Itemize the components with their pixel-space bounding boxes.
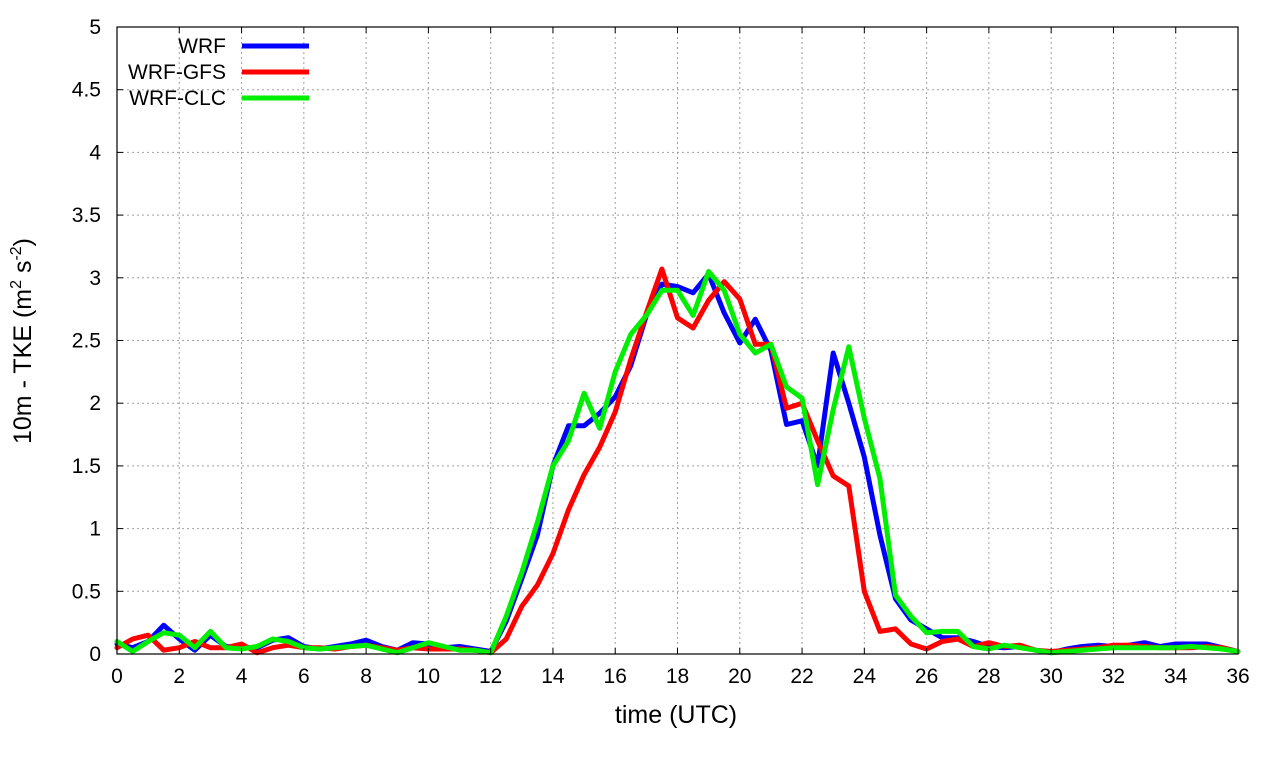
- y-axis-label-exp2: -2: [8, 246, 25, 260]
- y-axis-label-prefix: 10m - TKE (m: [9, 289, 37, 444]
- x-tick-label: 36: [1226, 665, 1249, 688]
- x-tick-label: 18: [666, 665, 689, 688]
- y-tick-label: 0: [89, 643, 101, 666]
- x-tick-label: 20: [728, 665, 751, 688]
- y-axis-label-suffix: ): [9, 238, 37, 246]
- x-tick-label: 0: [111, 665, 123, 688]
- y-tick-label: 2: [89, 392, 101, 415]
- y-tick-label: 3: [89, 267, 101, 290]
- x-axis-label: time (UTC): [615, 701, 737, 729]
- x-tick-label: 26: [915, 665, 938, 688]
- y-tick-label: 1: [89, 518, 101, 541]
- y-tick-label: 1.5: [72, 455, 101, 478]
- legend-label-wrf-gfs: WRF-GFS: [128, 61, 226, 84]
- series-lines: [114, 266, 1241, 656]
- y-tick-label: 4.5: [72, 79, 101, 102]
- x-tick-label: 34: [1164, 665, 1188, 688]
- x-tick-label: 30: [1039, 665, 1062, 688]
- y-tick-label: 2.5: [72, 330, 101, 353]
- x-tick-label: 22: [790, 665, 813, 688]
- x-tick-label: 16: [604, 665, 627, 688]
- x-tick-label: 10: [417, 665, 440, 688]
- series-line-wrf-gfs: [114, 266, 1241, 656]
- y-axis-label-middle: s: [9, 261, 37, 280]
- x-tick-label: 8: [360, 665, 372, 688]
- y-axis-label: 10m - TKE (m2 s-2): [8, 238, 37, 444]
- legend: WRF WRF-GFS WRF-CLC: [128, 35, 309, 110]
- x-tick-label: 28: [977, 665, 1000, 688]
- axis-ticks: 0 2 4 6 8 10 12 14 16 18 20 22 24 26 28 30 32 34 3600.511.…: [72, 16, 1250, 688]
- y-axis-label-exp1: 2: [8, 280, 25, 289]
- x-tick-label: 2: [173, 665, 185, 688]
- x-tick-label: 32: [1102, 665, 1125, 688]
- grid: [117, 27, 1238, 654]
- legend-label-wrf-clc: WRF-CLC: [129, 87, 226, 110]
- x-tick-label: 4: [236, 665, 248, 688]
- y-tick-label: 4: [89, 141, 101, 164]
- legend-label-wrf: WRF: [178, 35, 226, 58]
- x-tick-label: 12: [479, 665, 502, 688]
- y-tick-label: 0.5: [72, 580, 101, 603]
- x-tick-label: 6: [298, 665, 310, 688]
- y-tick-label: 5: [89, 16, 101, 39]
- x-tick-label: 24: [853, 665, 877, 688]
- x-tick-label: 14: [541, 665, 565, 688]
- y-tick-label: 3.5: [72, 204, 101, 227]
